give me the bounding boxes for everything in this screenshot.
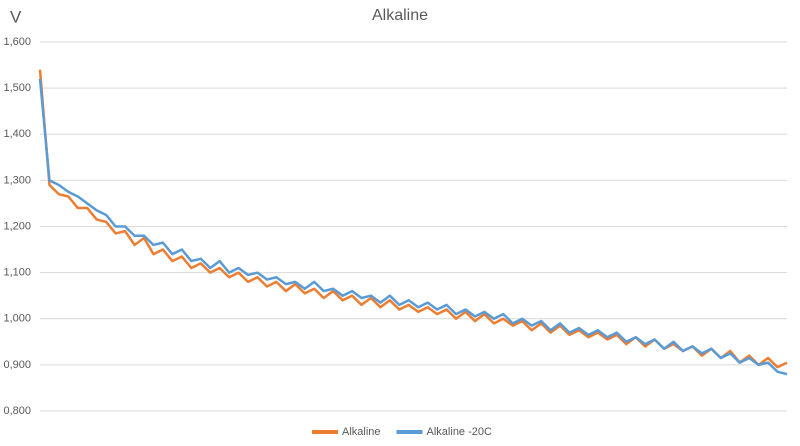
chart-title: Alkaline — [372, 7, 428, 24]
legend-label: Alkaline -20C — [427, 426, 492, 438]
legend-label: Alkaline — [342, 426, 381, 438]
y-tick-label: 1,400 — [3, 128, 31, 140]
y-tick-label: 1,100 — [3, 267, 31, 279]
y-axis-label: V — [10, 7, 22, 26]
y-tick-label: 1,000 — [3, 313, 31, 325]
y-tick-label: 1,200 — [3, 220, 31, 232]
line-series — [38, 69, 788, 369]
y-tick-label: 1,500 — [3, 82, 31, 94]
y-tick-label: 1,600 — [3, 36, 31, 48]
y-tick-label: 1,300 — [3, 174, 31, 186]
line-series — [38, 78, 788, 376]
y-tick-label: 0,900 — [3, 359, 31, 371]
y-tick-label: 0,800 — [3, 405, 31, 417]
